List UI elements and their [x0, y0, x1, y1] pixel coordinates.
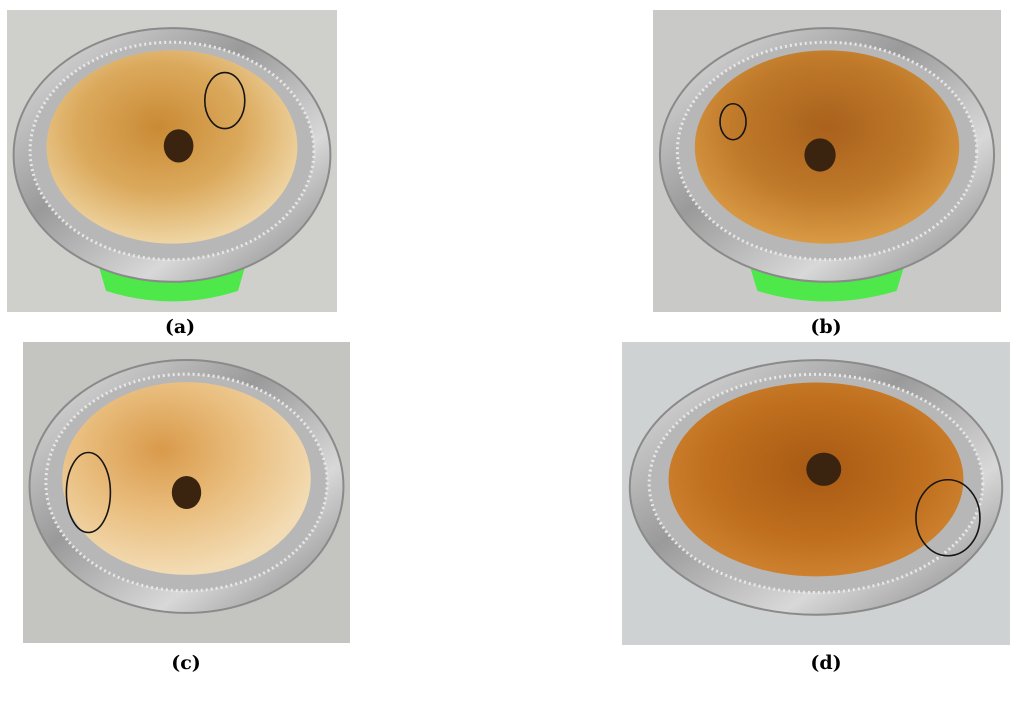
figure: Blank (a) orange extra (b) (c) (d): [0, 0, 1016, 701]
donut-hole: [804, 138, 835, 171]
donut-hole: [806, 453, 841, 486]
caption: (a): [165, 316, 195, 338]
caption: (d): [810, 652, 841, 674]
caption: (b): [810, 316, 841, 338]
photo: orange extra: [653, 10, 1001, 312]
photo: Blank: [7, 10, 337, 312]
photo: [23, 342, 350, 643]
caption: (c): [171, 652, 201, 674]
photo: [622, 342, 1010, 645]
donut-hole: [164, 129, 194, 162]
donut-hole: [172, 476, 201, 509]
